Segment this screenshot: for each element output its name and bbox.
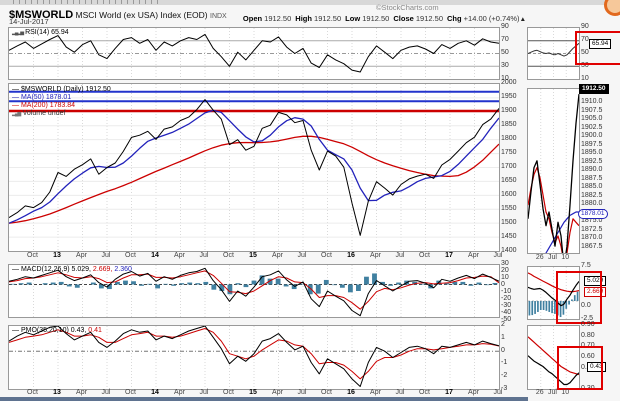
stockcharts-watermark: ©StockCharts.com bbox=[376, 3, 439, 12]
pmo-highlight-box bbox=[557, 346, 603, 390]
pmo-x-axis: Oct 13 Apr Jul Oct 14 Apr Jul Oct 15 Apr Jul Oct 16 Ap… bbox=[27, 389, 503, 396]
price-legend: — $MSWORLD (Daily) 1912.50— MA(50) 1878.… bbox=[12, 86, 111, 117]
macd-label: — MACD(12,26,9) 5.029, 2.669, 2.360 bbox=[12, 266, 132, 273]
price-zoom-y-axis: 1910.0 1907.5 1905.0 1902.5 1900.0 1897.5 1895… bbox=[581, 98, 606, 250]
ohlc-quote-row: Open 1912.50 High 1912.50 Low 1912.50 Close… bbox=[242, 14, 526, 23]
stamp-circle-icon bbox=[604, 0, 620, 16]
index-name: MSCI World (ex USA) Index (EOD) bbox=[73, 10, 210, 20]
pmo-zoom-chart bbox=[528, 326, 579, 389]
symbol: $MSWORLD bbox=[9, 9, 74, 21]
price-zoom-chart bbox=[528, 89, 579, 253]
pmo-zoom-value-box: 0.43 bbox=[587, 362, 606, 372]
chart-title: $MSWORLD MSCI World (ex USA) Index (EOD)… bbox=[9, 5, 227, 23]
pmo-zoom-x-axis: 26 Jul 10 bbox=[535, 389, 570, 396]
pmo-y-axis: 2 1 0 -1 -2 -3 bbox=[501, 321, 508, 392]
pmo-label: — PMO(35,20,10) 0.43, 0.41 bbox=[12, 327, 102, 334]
rsi-panel bbox=[8, 27, 500, 80]
index-tag: INDX bbox=[210, 13, 227, 20]
rsi-label-text: RSI(14) 65.94 bbox=[25, 29, 69, 36]
pmo-zoom-panel bbox=[527, 325, 580, 390]
rsi-zoom-panel bbox=[527, 27, 580, 80]
price-zoom-value-box: 1912.50 bbox=[579, 84, 609, 94]
sparkline-icon: ▂▄▂▅ bbox=[12, 30, 24, 36]
top-edge-strip bbox=[0, 0, 620, 5]
rsi-zoom-value-box: 65.94 bbox=[589, 39, 612, 49]
rsi-chart bbox=[9, 28, 499, 79]
price-zoom-x-axis: 26 Jul 10 bbox=[535, 254, 570, 261]
price-x-axis: Oct 13 Apr Jul Oct 14 Apr Jul Oct 15 Apr Jul Oct 16 Ap… bbox=[27, 252, 503, 259]
chart-date: 14-Jul-2017 bbox=[9, 17, 49, 26]
ma50-zoom-value-box: 1878.01 bbox=[578, 209, 608, 219]
price-panel bbox=[8, 83, 500, 252]
pmo-chart bbox=[9, 326, 499, 389]
ruler-ticks bbox=[8, 0, 158, 4]
macd-zoom-value-box: 5.029 bbox=[584, 276, 607, 286]
pmo-panel bbox=[8, 325, 500, 390]
macd-y-axis: 30 20 10 0 -10 -20 -30 -40 -50 bbox=[501, 260, 512, 323]
macd-zoom-chart bbox=[528, 267, 579, 319]
price-y-axis: 2000 1950 1900 1850 1800 1750 1700 1650 1600 1550… bbox=[501, 79, 517, 254]
chg-up-arrow-icon: ▲ bbox=[519, 16, 526, 23]
rsi-highlight-box bbox=[575, 31, 620, 65]
macd-chart bbox=[9, 265, 499, 317]
macd-signal-zoom-value-box: 2.669 bbox=[584, 287, 607, 297]
rsi-y-axis: 90 70 50 30 10 bbox=[501, 23, 509, 82]
rsi-label: ▂▄▂▅ RSI(14) 65.94 bbox=[12, 29, 69, 37]
price-zoom-panel bbox=[527, 88, 580, 254]
macd-highlight-box bbox=[556, 271, 602, 324]
macd-zoom-panel bbox=[527, 266, 580, 320]
rsi-zoom-y-axis: 90 70 50 30 10 bbox=[581, 23, 589, 82]
price-chart bbox=[9, 84, 499, 251]
bottom-edge-bar bbox=[0, 397, 528, 401]
macd-panel bbox=[8, 264, 500, 318]
macd-zoom-y-axis: 7.5 0.0 -2.5 bbox=[581, 262, 594, 322]
rsi-zoom-chart bbox=[528, 28, 579, 79]
